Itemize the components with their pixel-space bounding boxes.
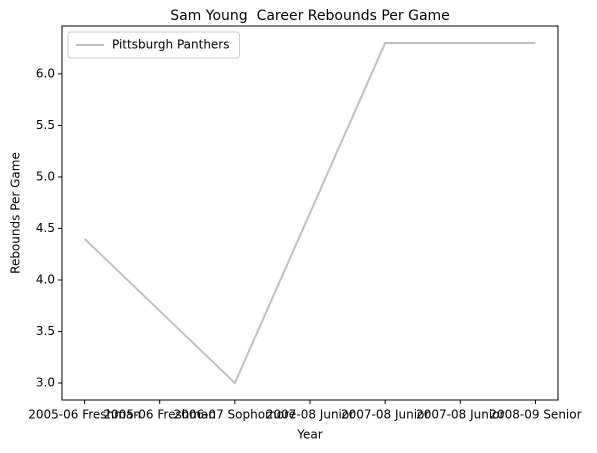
legend-box (67, 31, 240, 59)
legend-label: Pittsburgh Panthers (112, 38, 230, 52)
y-tick-label: 6.0 (36, 66, 55, 80)
x-tick-label: 2006-07 Sophomore (174, 408, 297, 422)
line (83, 42, 536, 385)
y-tick-label: 4.0 (36, 272, 55, 286)
y-tick-label: 3.0 (36, 376, 55, 390)
x-tick-label: 2007-08 Junior (266, 408, 354, 422)
y-axis-label: Rebounds Per Game (9, 152, 23, 274)
chart-title: Sam Young Career Rebounds Per Game (170, 8, 450, 24)
x-tick-label: 2007-08 Junior (341, 408, 429, 422)
x-tick-label: 2008-09 Senior (489, 408, 581, 422)
y-tick-label: 5.0 (36, 169, 55, 183)
y-tick-label: 3.5 (36, 324, 55, 338)
x-tick-label: 2005-06 Freshman (28, 408, 141, 422)
x-axis-label: Year (296, 428, 322, 442)
axes-frame (61, 25, 559, 401)
y-tick-label: 4.5 (36, 221, 55, 235)
x-tick-label: 2007-08 Junior (416, 408, 504, 422)
x-tick-label: 2005-06 Freshman (103, 408, 216, 422)
y-tick-label: 5.5 (36, 118, 55, 132)
